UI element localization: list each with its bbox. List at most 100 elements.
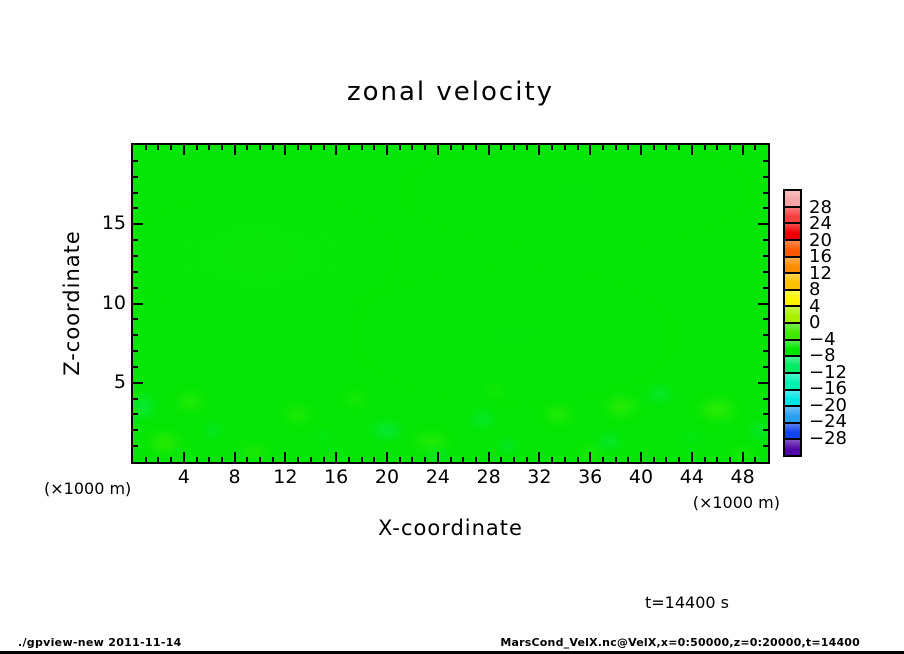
z-tick (133, 334, 138, 337)
x-tick (259, 145, 261, 150)
plot-title: zonal velocity (346, 77, 555, 107)
colorbar-label: 4 (809, 295, 821, 317)
x-tick (665, 457, 668, 462)
z-tick (763, 175, 768, 178)
x-tick-label: 4 (177, 466, 190, 488)
x-tick-label: 12 (273, 466, 298, 488)
z-tick (133, 445, 138, 448)
colorbar-segment (785, 373, 800, 389)
x-tick (170, 145, 173, 150)
colorbar-label: −16 (809, 378, 847, 399)
x-tick (195, 145, 198, 150)
z-tick-label: 5 (113, 370, 126, 393)
x-tick (436, 145, 439, 155)
x-tick (589, 145, 592, 155)
x-tick (462, 457, 465, 462)
z-tick (763, 397, 768, 400)
x-tick (157, 145, 160, 150)
colorbar-label: 16 (809, 246, 832, 267)
x-tick (284, 452, 287, 462)
colorbar-segment (785, 390, 800, 406)
x-tick (601, 457, 604, 462)
x-tick-label: 28 (476, 466, 501, 488)
x-tick (525, 145, 528, 150)
x-tick (614, 145, 617, 150)
x-tick (487, 145, 490, 155)
x-tick (373, 145, 376, 150)
x-tick (144, 457, 147, 462)
x-tick (538, 145, 541, 155)
z-tick (133, 239, 138, 242)
z-tick (763, 207, 768, 210)
x-tick-label: 8 (228, 466, 241, 488)
x-tick (220, 457, 223, 462)
z-tick (763, 429, 768, 432)
colorbar-label: −8 (809, 345, 836, 366)
time-label: t=14400 s (645, 593, 729, 612)
x-tick (462, 145, 465, 150)
z-tick (133, 397, 138, 400)
axis-ticks-layer (133, 145, 768, 462)
x-tick (690, 145, 693, 155)
z-tick-labels: 5 10 15 (0, 145, 126, 462)
z-tick (133, 318, 138, 321)
z-tick (133, 191, 138, 194)
x-tick-labels: 4 8 12 16 20 24 28 32 36 40 44 48 (133, 466, 768, 490)
x-tick (424, 457, 427, 462)
z-tick (758, 223, 768, 226)
x-tick-label: 16 (324, 466, 349, 488)
z-tick (763, 159, 768, 162)
x-tick (195, 457, 198, 462)
x-tick (640, 145, 642, 155)
x-tick (271, 457, 274, 462)
x-tick (373, 457, 376, 462)
x-tick (728, 457, 731, 462)
x-tick (703, 457, 706, 462)
z-tick (133, 175, 138, 178)
x-tick (576, 145, 579, 150)
z-tick (763, 254, 768, 257)
x-tick (233, 145, 236, 155)
z-tick (763, 239, 768, 242)
x-tick (259, 457, 261, 462)
x-tick (220, 145, 223, 150)
z-tick (133, 381, 143, 384)
colorbar-segment (785, 191, 800, 206)
x-tick (690, 452, 693, 462)
z-tick (133, 429, 138, 432)
colorbar-segment (785, 324, 800, 339)
z-tick (133, 302, 143, 305)
x-tick (627, 457, 630, 462)
colorbar-label: −20 (809, 394, 847, 416)
x-tick (398, 457, 401, 462)
x-tick (563, 457, 566, 462)
x-tick (157, 457, 160, 462)
x-tick (322, 145, 325, 150)
x-tick-label: 32 (527, 466, 552, 488)
colorbar-label: 12 (809, 262, 832, 284)
z-tick (763, 318, 768, 321)
x-tick (601, 145, 604, 150)
colorbar-segment (785, 274, 800, 289)
z-tick (133, 223, 143, 226)
window-bottom-edge (0, 651, 904, 654)
x-tick (297, 145, 300, 150)
x-tick (576, 457, 579, 462)
colorbar-label: −28 (809, 427, 847, 449)
x-tick (347, 145, 350, 150)
x-tick (309, 457, 312, 462)
x-tick (614, 457, 617, 462)
colorbar-label: −12 (809, 361, 847, 383)
x-tick (627, 145, 630, 150)
x-tick (665, 145, 668, 150)
x-tick-label: 24 (425, 466, 450, 488)
colorbar-label: 20 (809, 229, 832, 251)
x-tick (487, 452, 490, 462)
z-tick (763, 286, 768, 289)
x-axis-unit-label: (×1000 m) (692, 493, 780, 512)
x-tick (703, 145, 706, 150)
z-tick (763, 191, 768, 194)
x-tick (678, 457, 681, 462)
z-axis-label: Z-coordinate (60, 230, 84, 376)
z-tick (133, 365, 138, 368)
